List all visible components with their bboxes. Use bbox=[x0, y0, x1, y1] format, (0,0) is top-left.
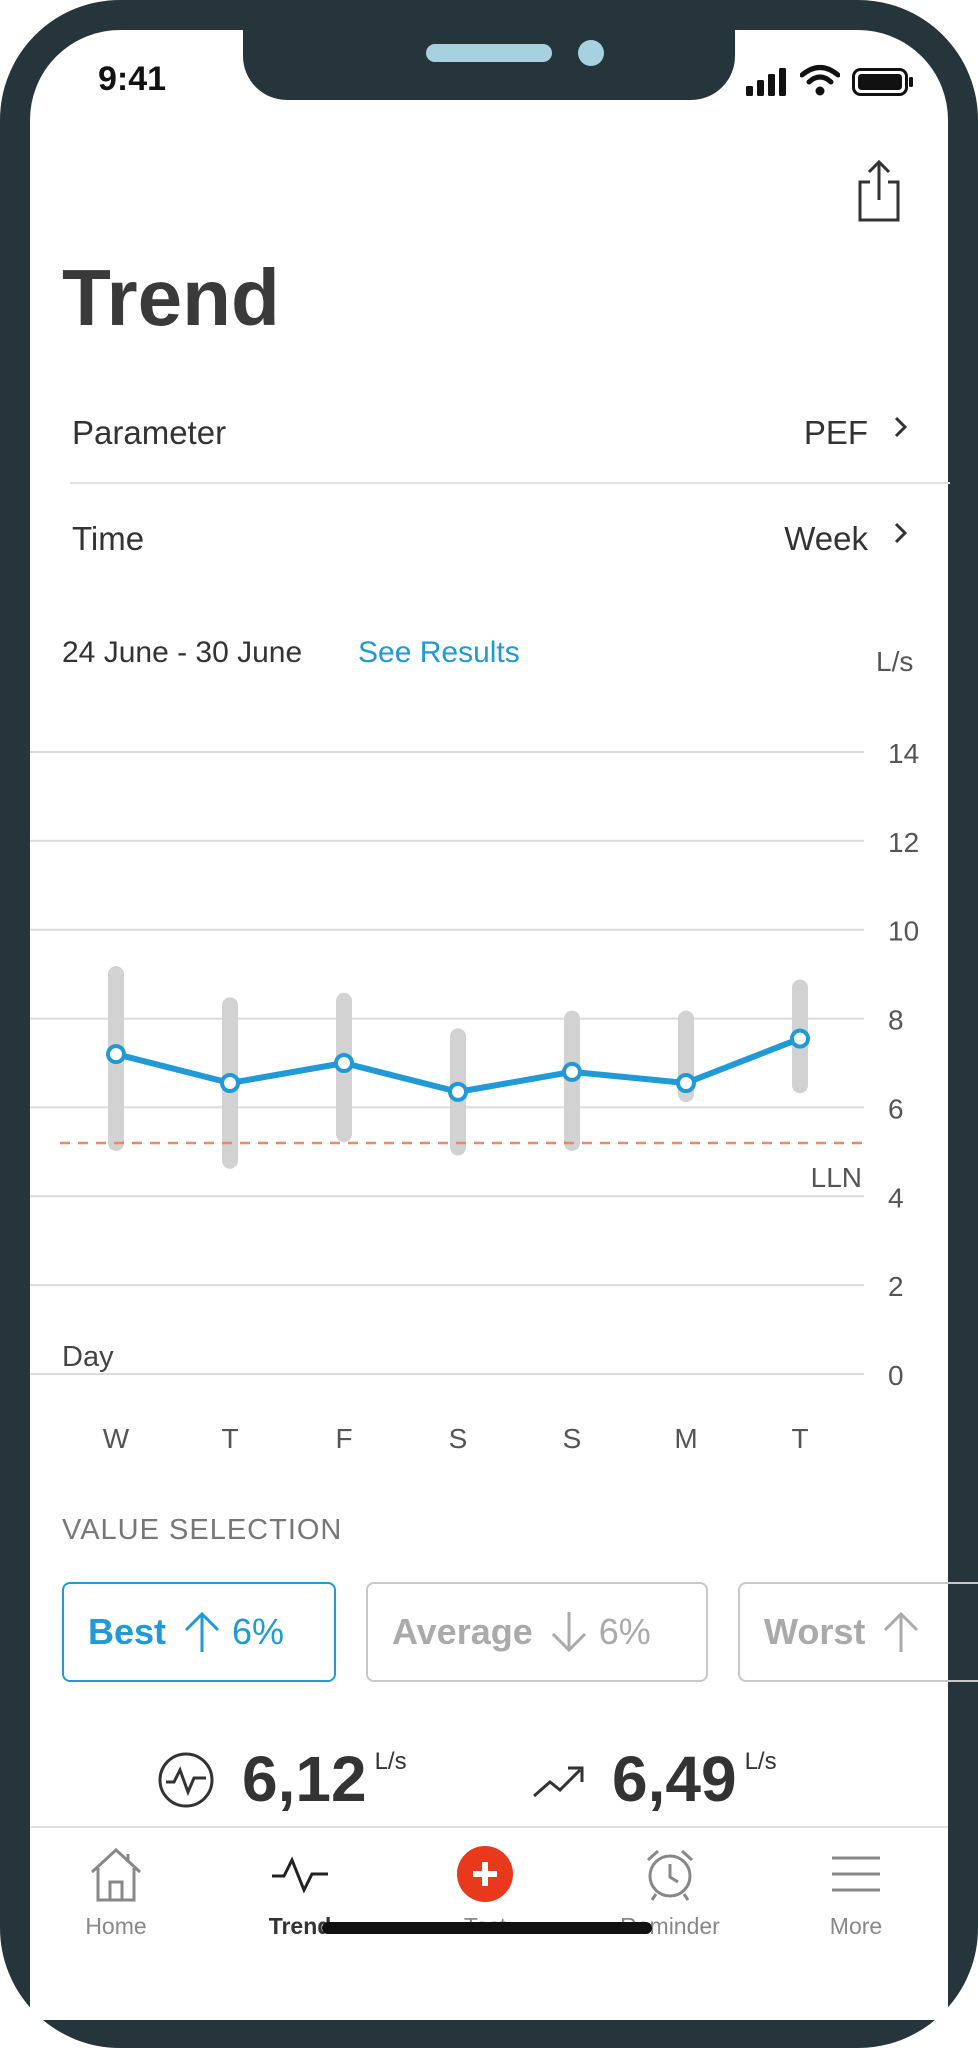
tab-more-label: More bbox=[829, 1913, 883, 1939]
data-point bbox=[676, 1072, 696, 1093]
y-tick-label: 4 bbox=[888, 1182, 904, 1213]
stat-trend-unit: L/s bbox=[744, 1748, 777, 1775]
stat-trend-value: 6,49 bbox=[612, 1743, 737, 1815]
average-change: 6% bbox=[598, 1611, 651, 1652]
x-tick-label: T bbox=[791, 1423, 808, 1454]
stat-best-unit: L/s bbox=[374, 1748, 407, 1775]
trend-chart: 0 2 4 6 8 10 12 14 LLN Day W T F S S M T bbox=[30, 738, 919, 1454]
average-option[interactable]: Average 6% bbox=[366, 1582, 708, 1682]
home-icon bbox=[90, 1847, 142, 1902]
home-indicator bbox=[322, 1922, 652, 1934]
value-selection-label: VALUE SELECTION bbox=[62, 1514, 343, 1546]
best-label: Best bbox=[88, 1611, 167, 1652]
status-time: 9:41 bbox=[98, 60, 167, 98]
best-change: 6% bbox=[232, 1611, 285, 1652]
tab-home-label: Home bbox=[85, 1913, 147, 1939]
chevron-right-icon bbox=[894, 416, 908, 438]
trend-up-icon bbox=[533, 1766, 584, 1798]
front-camera bbox=[578, 40, 604, 66]
tab-more[interactable]: More bbox=[786, 1846, 926, 1940]
worst-label: Worst bbox=[764, 1611, 866, 1652]
x-tick-label: M bbox=[674, 1423, 697, 1454]
cellular-signal-icon bbox=[746, 68, 786, 96]
data-point bbox=[220, 1072, 240, 1093]
best-option[interactable]: Best 6% bbox=[62, 1582, 336, 1682]
tab-trend-label: Trend bbox=[268, 1913, 332, 1939]
pulse-icon bbox=[158, 1752, 214, 1808]
trend-icon bbox=[272, 1856, 328, 1894]
menu-icon bbox=[832, 1856, 880, 1892]
arrow-down-icon bbox=[551, 1612, 586, 1653]
y-tick-label: 10 bbox=[888, 916, 919, 947]
data-point bbox=[562, 1061, 582, 1082]
chart-unit: L/s bbox=[876, 646, 914, 677]
parameter-row[interactable]: Parameter PEF bbox=[70, 382, 950, 484]
data-point bbox=[334, 1053, 354, 1073]
data-point bbox=[790, 1028, 810, 1049]
lln-label: LLN bbox=[811, 1162, 862, 1193]
page-title: Trend bbox=[62, 253, 280, 342]
battery-icon bbox=[852, 68, 913, 96]
y-tick-label: 8 bbox=[888, 1005, 904, 1036]
arrow-up-icon bbox=[184, 1611, 220, 1652]
x-axis-label: Day bbox=[62, 1341, 114, 1373]
alarm-icon bbox=[646, 1849, 694, 1901]
tab-home[interactable]: Home bbox=[46, 1846, 186, 1940]
arrow-up-icon bbox=[884, 1611, 919, 1652]
parameter-label: Parameter bbox=[72, 414, 227, 451]
data-point bbox=[448, 1081, 468, 1102]
data-point bbox=[106, 1044, 126, 1065]
share-icon[interactable] bbox=[854, 158, 904, 224]
x-tick-label: S bbox=[563, 1423, 582, 1454]
average-label: Average bbox=[392, 1611, 533, 1652]
x-tick-label: F bbox=[335, 1423, 352, 1454]
plus-circle-icon bbox=[457, 1846, 513, 1902]
speaker-grill bbox=[426, 44, 552, 62]
time-value: Week bbox=[784, 520, 868, 557]
worst-option[interactable]: Worst bbox=[738, 1582, 978, 1682]
y-tick-label: 0 bbox=[888, 1360, 904, 1391]
x-tick-label: T bbox=[221, 1423, 238, 1454]
wifi-icon bbox=[800, 65, 840, 96]
time-label: Time bbox=[72, 520, 145, 557]
see-results-link[interactable]: See Results bbox=[358, 636, 520, 669]
chevron-right-icon bbox=[894, 522, 908, 544]
x-tick-label: S bbox=[449, 1423, 468, 1454]
date-range: 24 June - 30 June bbox=[62, 636, 303, 669]
y-tick-label: 2 bbox=[888, 1271, 904, 1302]
x-tick-label: W bbox=[103, 1423, 130, 1454]
y-tick-label: 6 bbox=[888, 1093, 904, 1124]
time-row[interactable]: Time Week bbox=[70, 488, 950, 588]
stat-trend: 6,49 L/s bbox=[530, 1742, 777, 1816]
parameter-value: PEF bbox=[803, 414, 868, 451]
y-tick-label: 12 bbox=[888, 827, 919, 858]
stat-best-value: 6,12 bbox=[242, 1743, 367, 1815]
y-tick-label: 14 bbox=[888, 738, 919, 769]
stat-best: 6,12 L/s bbox=[156, 1742, 407, 1816]
tab-trend[interactable]: Trend bbox=[230, 1846, 370, 1940]
